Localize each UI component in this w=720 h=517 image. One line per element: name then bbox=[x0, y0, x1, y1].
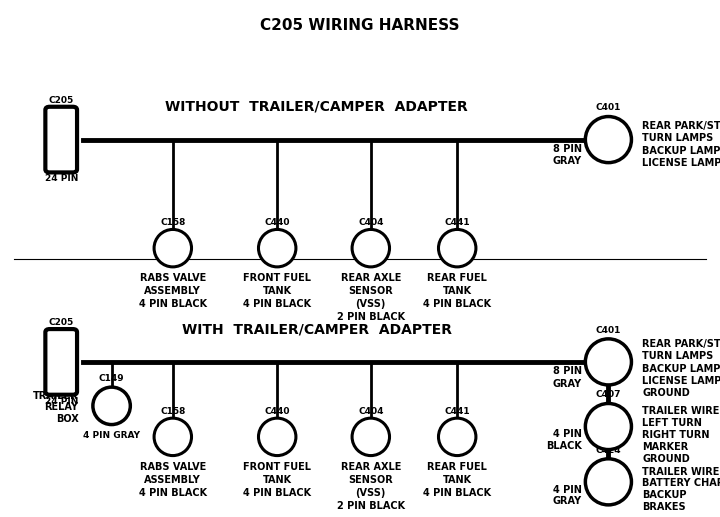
Text: REAR PARK/STOP: REAR PARK/STOP bbox=[642, 339, 720, 349]
Text: C149: C149 bbox=[99, 374, 125, 383]
Ellipse shape bbox=[438, 418, 476, 455]
Text: LICENSE LAMPS: LICENSE LAMPS bbox=[642, 158, 720, 168]
Text: GROUND: GROUND bbox=[642, 388, 690, 399]
Ellipse shape bbox=[438, 230, 476, 267]
Text: 2 PIN BLACK: 2 PIN BLACK bbox=[337, 500, 405, 511]
Ellipse shape bbox=[352, 418, 390, 455]
Text: C441: C441 bbox=[444, 218, 470, 227]
Text: TURN LAMPS: TURN LAMPS bbox=[642, 133, 714, 143]
Text: REAR AXLE: REAR AXLE bbox=[341, 462, 401, 472]
FancyBboxPatch shape bbox=[45, 329, 77, 395]
Ellipse shape bbox=[585, 403, 631, 450]
Text: LEFT TURN: LEFT TURN bbox=[642, 418, 702, 428]
Text: 4 PIN BLACK: 4 PIN BLACK bbox=[423, 299, 491, 309]
Text: 8 PIN: 8 PIN bbox=[553, 144, 582, 154]
Text: SENSOR: SENSOR bbox=[348, 475, 393, 485]
Text: C440: C440 bbox=[264, 218, 290, 227]
FancyBboxPatch shape bbox=[45, 107, 77, 173]
Text: BACKUP: BACKUP bbox=[642, 490, 687, 500]
Text: C401: C401 bbox=[595, 103, 621, 112]
Text: (VSS): (VSS) bbox=[356, 488, 386, 498]
Text: C401: C401 bbox=[595, 326, 621, 334]
Text: 4 PIN BLACK: 4 PIN BLACK bbox=[139, 299, 207, 309]
Text: ASSEMBLY: ASSEMBLY bbox=[145, 286, 201, 296]
Text: RABS VALVE: RABS VALVE bbox=[140, 462, 206, 472]
Text: C158: C158 bbox=[160, 406, 186, 416]
Text: C158: C158 bbox=[160, 218, 186, 227]
Text: 4 PIN: 4 PIN bbox=[553, 429, 582, 439]
Ellipse shape bbox=[154, 418, 192, 455]
Text: C407: C407 bbox=[595, 390, 621, 399]
Text: (VSS): (VSS) bbox=[356, 299, 386, 309]
Text: 8 PIN: 8 PIN bbox=[553, 366, 582, 376]
Text: TANK: TANK bbox=[443, 475, 472, 485]
Ellipse shape bbox=[585, 116, 631, 163]
Text: FRONT FUEL: FRONT FUEL bbox=[243, 462, 311, 472]
Text: TANK: TANK bbox=[263, 475, 292, 485]
Text: BRAKES: BRAKES bbox=[642, 502, 686, 512]
Text: 4 PIN BLACK: 4 PIN BLACK bbox=[243, 299, 311, 309]
Ellipse shape bbox=[258, 230, 296, 267]
Text: 4 PIN: 4 PIN bbox=[553, 484, 582, 495]
Text: TANK: TANK bbox=[443, 286, 472, 296]
Text: GRAY: GRAY bbox=[553, 156, 582, 166]
Text: MARKER: MARKER bbox=[642, 442, 688, 452]
Ellipse shape bbox=[585, 339, 631, 385]
Ellipse shape bbox=[154, 230, 192, 267]
Text: GRAY: GRAY bbox=[553, 496, 582, 507]
Text: BATTERY CHARGE: BATTERY CHARGE bbox=[642, 478, 720, 489]
Ellipse shape bbox=[352, 230, 390, 267]
Text: REAR PARK/STOP: REAR PARK/STOP bbox=[642, 121, 720, 131]
Text: C404: C404 bbox=[358, 218, 384, 227]
Text: BLACK: BLACK bbox=[546, 441, 582, 451]
Text: TRAILER: TRAILER bbox=[33, 390, 78, 401]
Text: ASSEMBLY: ASSEMBLY bbox=[145, 475, 201, 485]
Text: C404: C404 bbox=[358, 406, 384, 416]
Text: WITH  TRAILER/CAMPER  ADAPTER: WITH TRAILER/CAMPER ADAPTER bbox=[181, 322, 452, 336]
Text: RABS VALVE: RABS VALVE bbox=[140, 273, 206, 283]
Text: WITHOUT  TRAILER/CAMPER  ADAPTER: WITHOUT TRAILER/CAMPER ADAPTER bbox=[166, 100, 468, 114]
Text: TRAILER WIRES: TRAILER WIRES bbox=[642, 466, 720, 477]
Text: C205: C205 bbox=[48, 318, 74, 327]
Text: 4 PIN BLACK: 4 PIN BLACK bbox=[243, 488, 311, 498]
Text: GRAY: GRAY bbox=[553, 378, 582, 389]
Text: C440: C440 bbox=[264, 406, 290, 416]
Text: C424: C424 bbox=[595, 446, 621, 454]
Text: 24 PIN: 24 PIN bbox=[45, 175, 78, 184]
Text: 4 PIN BLACK: 4 PIN BLACK bbox=[423, 488, 491, 498]
Text: SENSOR: SENSOR bbox=[348, 286, 393, 296]
Text: TRAILER WIRES: TRAILER WIRES bbox=[642, 406, 720, 416]
Text: C441: C441 bbox=[444, 406, 470, 416]
Ellipse shape bbox=[585, 459, 631, 505]
Text: 4 PIN BLACK: 4 PIN BLACK bbox=[139, 488, 207, 498]
Text: 2 PIN BLACK: 2 PIN BLACK bbox=[337, 312, 405, 322]
Text: GROUND: GROUND bbox=[642, 453, 690, 464]
Text: REAR FUEL: REAR FUEL bbox=[427, 273, 487, 283]
Text: 24 PIN: 24 PIN bbox=[45, 397, 78, 406]
Ellipse shape bbox=[93, 387, 130, 424]
Text: BACKUP LAMPS: BACKUP LAMPS bbox=[642, 363, 720, 374]
Text: C205 WIRING HARNESS: C205 WIRING HARNESS bbox=[260, 18, 460, 33]
Text: RIGHT TURN: RIGHT TURN bbox=[642, 430, 710, 440]
Text: TURN LAMPS: TURN LAMPS bbox=[642, 351, 714, 361]
Text: REAR AXLE: REAR AXLE bbox=[341, 273, 401, 283]
Text: BOX: BOX bbox=[55, 414, 78, 424]
Text: RELAY: RELAY bbox=[45, 402, 78, 413]
Text: BACKUP LAMPS: BACKUP LAMPS bbox=[642, 146, 720, 156]
Text: TANK: TANK bbox=[263, 286, 292, 296]
Text: LICENSE LAMPS: LICENSE LAMPS bbox=[642, 376, 720, 386]
Text: C205: C205 bbox=[48, 96, 74, 104]
Text: REAR FUEL: REAR FUEL bbox=[427, 462, 487, 472]
Text: 4 PIN GRAY: 4 PIN GRAY bbox=[83, 431, 140, 440]
Ellipse shape bbox=[258, 418, 296, 455]
Text: FRONT FUEL: FRONT FUEL bbox=[243, 273, 311, 283]
